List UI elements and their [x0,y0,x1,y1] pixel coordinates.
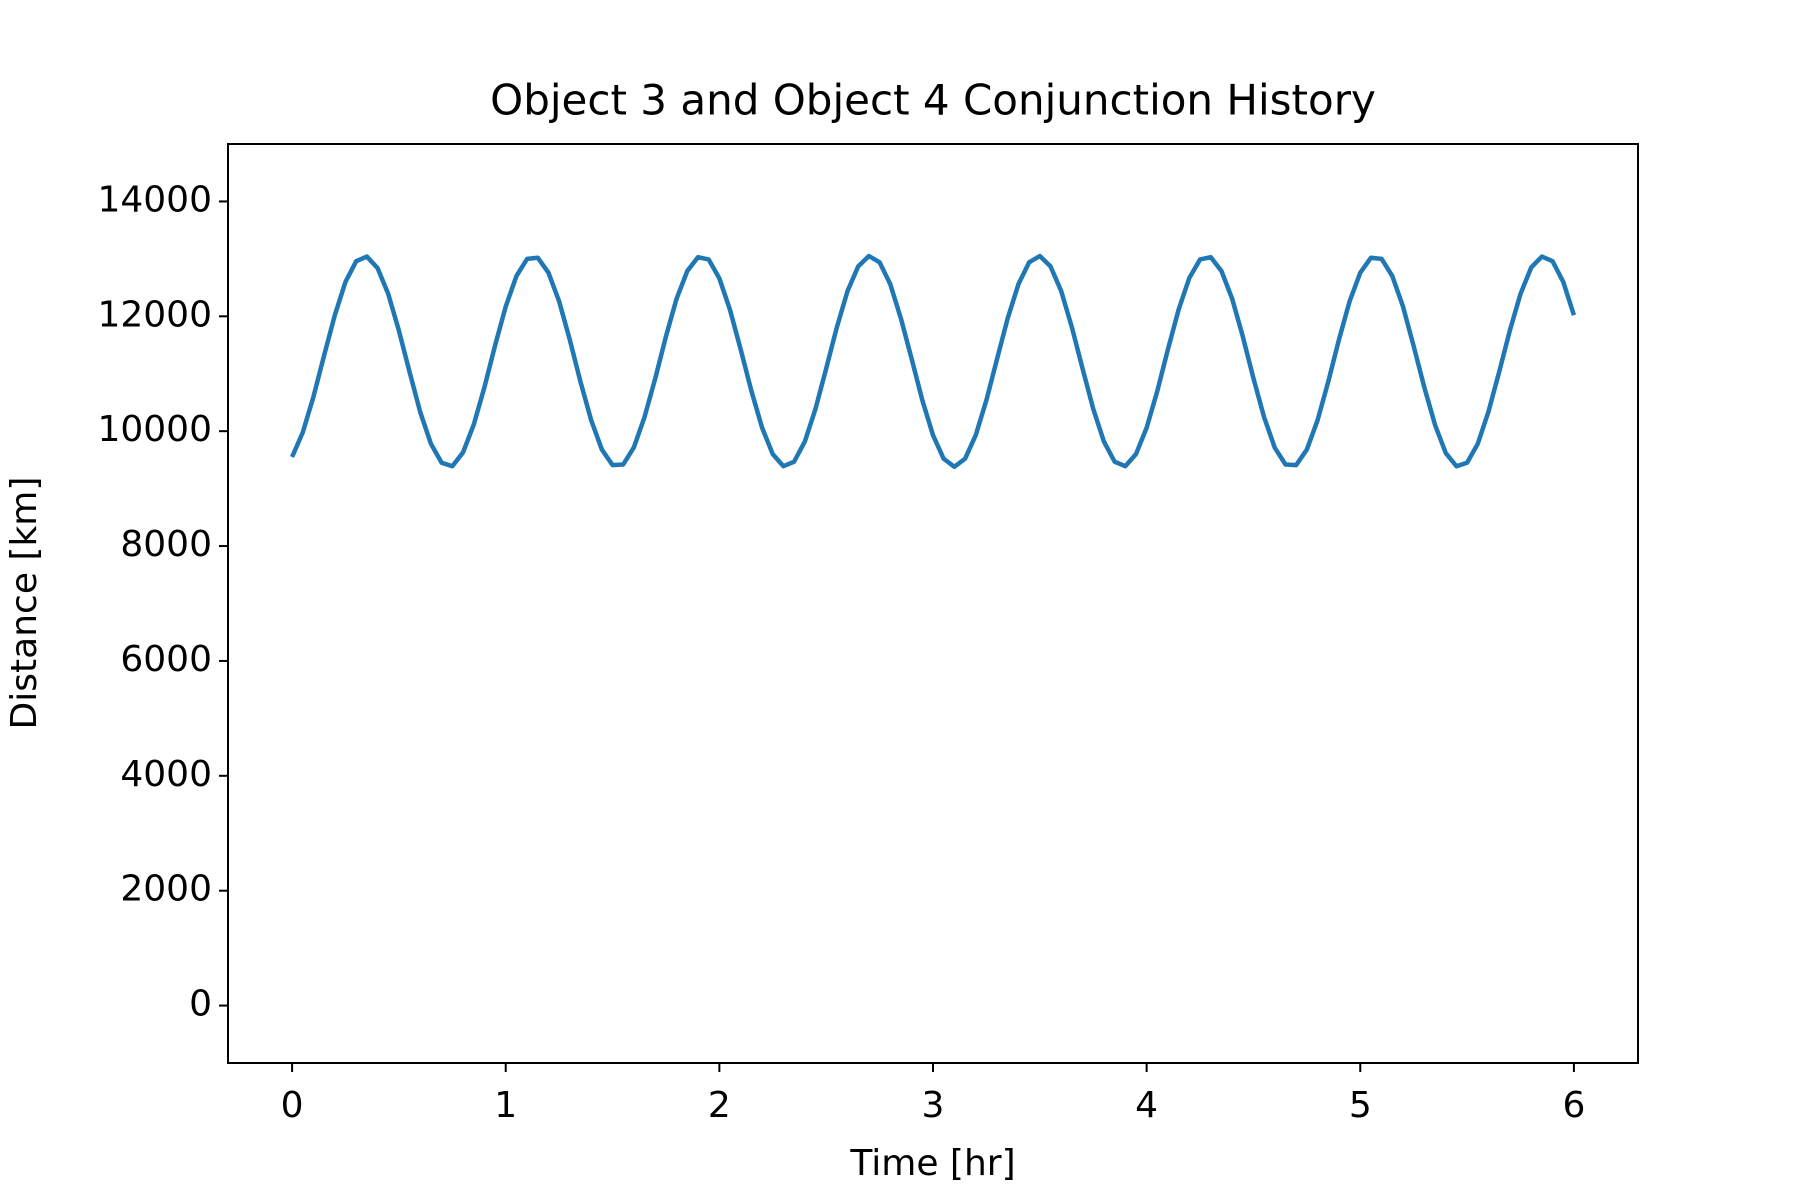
y-tick-label: 6000 [120,639,212,680]
y-tick-label: 2000 [120,869,212,910]
y-tick-label: 10000 [97,409,212,450]
y-tick-label: 0 [189,984,212,1025]
x-tick-label: 2 [708,1085,731,1126]
line-series [290,253,1577,470]
y-tick-label: 4000 [120,754,212,795]
y-tick-label: 12000 [97,294,212,335]
plot-frame [227,143,1639,1064]
y-axis-label: Distance [km] [4,477,45,730]
x-tick-label: 0 [281,1085,304,1126]
x-tick-label: 4 [1135,1085,1158,1126]
chart-title: Object 3 and Object 4 Conjunction Histor… [490,76,1376,125]
x-tick-label: 1 [494,1085,517,1126]
x-tick-label: 3 [922,1085,945,1126]
x-tick-label: 6 [1562,1085,1585,1126]
y-tick-label: 14000 [97,179,212,220]
x-axis-label: Time [hr] [849,1143,1015,1184]
y-tick-label: 8000 [120,524,212,565]
x-tick-label: 5 [1349,1085,1372,1126]
